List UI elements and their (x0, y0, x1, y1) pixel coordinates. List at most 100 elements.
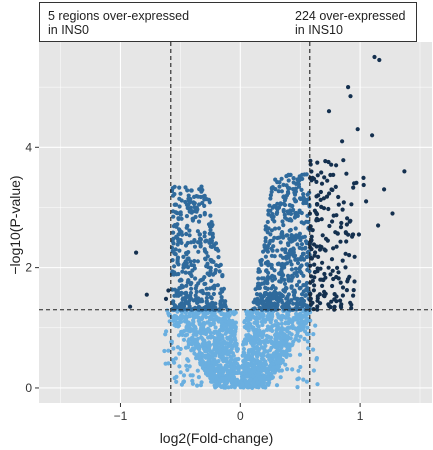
sig-point (209, 278, 214, 283)
ns-point (208, 321, 213, 327)
ns-point (200, 358, 205, 363)
x-axis-ticks: −1 0 1 (114, 403, 364, 423)
sig-point (297, 245, 302, 250)
ns-point (231, 353, 236, 358)
ns-point (199, 362, 204, 367)
ns-point (210, 311, 215, 316)
ns-point (304, 312, 309, 317)
ins10-point (402, 169, 407, 174)
ns-point (287, 347, 292, 352)
sig-point (291, 180, 296, 185)
sig-point (185, 256, 190, 262)
ins10-point (341, 158, 346, 163)
sig-point (268, 193, 273, 198)
sig-point (278, 201, 283, 206)
sig-point (209, 224, 214, 229)
sig-point (213, 241, 219, 246)
ns-point (302, 336, 307, 342)
sig-point (184, 214, 189, 219)
ins10-point (312, 262, 317, 267)
ins10-point (322, 271, 327, 277)
ns-point (263, 319, 268, 324)
ns-point (209, 315, 214, 320)
sig-point (184, 231, 189, 237)
sig-point (289, 267, 294, 272)
sig-point (200, 277, 205, 282)
ns-point (226, 344, 231, 349)
ins10-point (308, 158, 313, 163)
sig-point (188, 272, 193, 277)
ns-point (278, 329, 283, 334)
sig-point (212, 284, 217, 289)
sig-point (213, 301, 218, 306)
ns-point (249, 340, 254, 345)
sig-point (297, 208, 302, 213)
ns-point (221, 312, 226, 317)
ns-point (240, 363, 245, 368)
ins10-point (329, 257, 335, 262)
ins10-point (338, 280, 343, 285)
ns-point (202, 342, 207, 347)
sig-point (261, 300, 266, 305)
ins0-point (144, 292, 149, 297)
sig-point (297, 231, 302, 236)
sig-point (186, 193, 191, 198)
ns-point (211, 321, 216, 326)
ins10-point (308, 162, 313, 167)
ns-point (202, 346, 207, 352)
ins0-annotation-line2: in INS0 (48, 23, 89, 37)
ins10-point (315, 266, 320, 271)
sig-point (281, 223, 286, 228)
ins10-point (332, 304, 337, 309)
sig-point (287, 236, 292, 241)
ns-point (190, 373, 195, 378)
sig-point (186, 278, 191, 283)
sig-point (171, 299, 176, 304)
sig-point (261, 281, 267, 286)
sig-point (197, 236, 203, 241)
ns-point (285, 367, 290, 372)
ns-point (220, 376, 225, 382)
sig-point (293, 199, 298, 204)
sig-point (265, 219, 270, 225)
ins10-point (319, 277, 324, 282)
sig-point (272, 235, 277, 240)
ns-point (297, 352, 303, 357)
sig-point (175, 222, 180, 227)
ns-point (314, 357, 319, 362)
ns-point (222, 349, 227, 354)
ins10-point (370, 133, 375, 138)
sig-point (302, 234, 307, 239)
ns-point (215, 331, 221, 336)
ins10-point (340, 285, 346, 290)
sig-point (284, 296, 289, 301)
ns-point (278, 375, 283, 380)
sig-point (177, 204, 182, 209)
ins10-point (316, 254, 321, 259)
ns-point (215, 366, 220, 371)
ns-point (249, 356, 254, 361)
ns-point (287, 325, 292, 330)
ns-point (229, 357, 234, 362)
ins10-point (339, 302, 344, 307)
sig-point (281, 194, 286, 200)
ns-point (197, 353, 202, 358)
ns-point (284, 320, 289, 325)
ns-point (206, 368, 211, 373)
ins10-point (320, 283, 325, 288)
sig-point (280, 300, 285, 305)
ins0-point (134, 250, 139, 255)
ns-point (244, 339, 249, 344)
ns-point (272, 354, 277, 359)
sig-point (187, 208, 192, 213)
sig-point (289, 218, 294, 223)
ns-point (269, 341, 274, 346)
sig-point (254, 292, 260, 297)
ns-point (233, 342, 238, 347)
ns-point (184, 363, 189, 368)
ns-point (246, 367, 251, 372)
sig-point (297, 196, 303, 201)
ns-point (268, 335, 274, 340)
ins10-point (311, 307, 316, 312)
ns-point (183, 333, 188, 338)
